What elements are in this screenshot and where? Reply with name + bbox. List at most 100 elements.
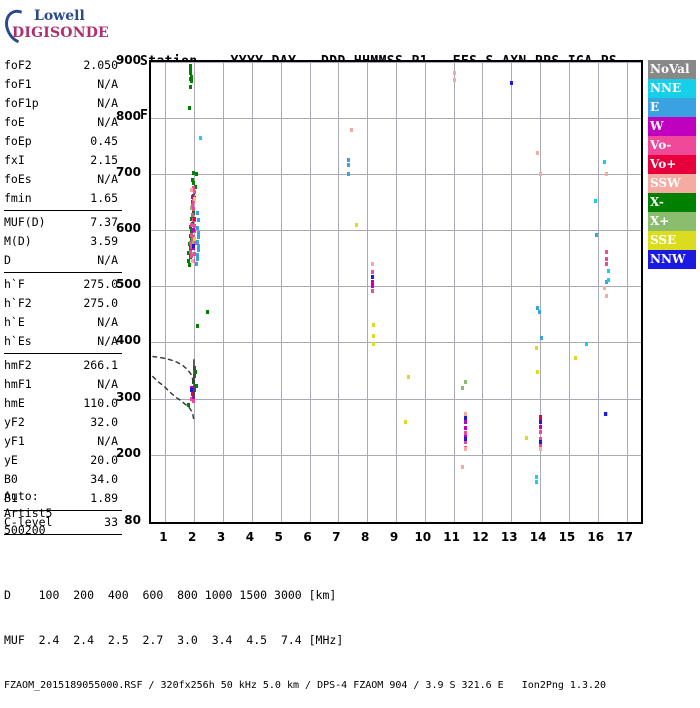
data-point-x- <box>190 79 194 84</box>
legend-item-nnw[interactable]: NNW <box>648 250 696 269</box>
param-key: yE <box>4 453 18 467</box>
data-point-e <box>595 232 599 237</box>
data-point-x- <box>188 106 192 110</box>
param-value: N/A <box>97 96 118 110</box>
x-gridline <box>194 62 196 522</box>
lowell-digisonde-logo: Lowell DIGISONDE <box>0 4 118 50</box>
muf-row: MUF 2.4 2.4 2.5 2.7 3.0 3.4 4.5 7.4 [MHz… <box>4 633 344 647</box>
x-tick <box>627 522 628 524</box>
param-row: foF1 N/A <box>4 75 122 94</box>
x-tick <box>338 522 339 524</box>
data-point-x- <box>191 239 195 244</box>
x-tick <box>194 522 195 524</box>
data-point-x- <box>189 85 193 90</box>
x-gridline <box>223 62 225 522</box>
data-point-e <box>347 158 351 163</box>
data-point-nne <box>606 268 610 273</box>
data-point-x- <box>196 323 200 328</box>
legend-item-noval[interactable]: NoVal <box>648 60 696 79</box>
legend-item-w[interactable]: W <box>648 117 696 136</box>
data-point-sse <box>192 236 196 241</box>
param-key: hmF1 <box>4 377 32 391</box>
data-point-sse <box>524 435 528 440</box>
param-key: foEp <box>4 134 32 148</box>
param-key: MUF(D) <box>4 215 46 229</box>
data-point-x- <box>189 225 193 230</box>
param-row: h`Es N/A <box>4 332 122 351</box>
y-axis-label: 600 <box>115 221 141 236</box>
x-tick <box>165 522 166 524</box>
data-point-nnw <box>603 412 607 417</box>
legend-item-ssw[interactable]: SSW <box>648 174 696 193</box>
data-point-ssw <box>464 412 468 417</box>
legend-item-vo-[interactable]: Vo+ <box>648 155 696 174</box>
x-axis-label: 3 <box>216 530 226 544</box>
y-axis-label: 80 <box>124 513 141 527</box>
data-point-vo- <box>605 261 609 266</box>
data-point-e <box>196 218 200 223</box>
param-value: 20.0 <box>90 453 118 467</box>
y-axis-label: 300 <box>115 389 141 404</box>
ionogram-plot[interactable] <box>149 60 643 524</box>
param-value: N/A <box>97 334 118 348</box>
y-gridline <box>151 342 641 344</box>
param-key: fmin <box>4 191 32 205</box>
param-separator <box>4 210 122 211</box>
param-value: 33 <box>104 515 118 529</box>
data-point-nne <box>585 341 589 346</box>
legend-item-x-[interactable]: X- <box>648 193 696 212</box>
param-key: h`F2 <box>4 296 32 310</box>
x-gridline <box>280 62 282 522</box>
param-row: hmE 110.0 <box>4 394 122 413</box>
x-axis-label: 13 <box>500 530 518 544</box>
param-value: N/A <box>97 115 118 129</box>
data-point-sse <box>371 333 375 338</box>
y-tick <box>149 522 151 523</box>
x-axis-label: 17 <box>616 530 633 544</box>
data-point-ssw <box>461 465 465 470</box>
x-axis-label: 16 <box>587 530 605 544</box>
data-point-nnw <box>190 388 194 393</box>
param-row: foF2 2.050 <box>4 56 122 75</box>
param-value: 2.15 <box>90 153 118 167</box>
data-point-sse <box>371 322 375 327</box>
param-key: foF1p <box>4 96 39 110</box>
legend-item-nne[interactable]: NNE <box>648 79 696 98</box>
data-point-w <box>191 246 195 251</box>
x-gridline <box>396 62 397 522</box>
y-gridline <box>151 230 641 232</box>
legend-item-x-[interactable]: X+ <box>648 212 696 231</box>
y-axis-label: 900 <box>115 53 141 67</box>
param-key: foF2 <box>4 58 32 72</box>
x-tick <box>425 522 426 524</box>
data-point-x- <box>461 386 465 391</box>
data-point-vo- <box>370 288 374 293</box>
y-gridline <box>151 174 641 176</box>
legend-item-e[interactable]: E <box>648 98 696 117</box>
x-gridline <box>540 62 542 522</box>
logo-lowell-text: Lowell <box>34 8 85 24</box>
param-row: h`E N/A <box>4 313 122 332</box>
param-key: foEs <box>4 172 32 186</box>
data-point-e <box>197 244 201 248</box>
y-gridline <box>151 62 641 63</box>
data-point-x- <box>189 217 193 222</box>
data-point-ssw <box>536 150 540 155</box>
param-key: D <box>4 253 11 267</box>
x-tick <box>482 522 483 524</box>
param-row: C-level 33 <box>4 513 122 532</box>
data-point-nnw <box>464 416 468 421</box>
x-gridline <box>511 62 513 522</box>
distance-row: D 100 200 400 600 800 1000 1500 3000 [km… <box>4 588 337 602</box>
x-tick <box>223 522 224 524</box>
param-key: h`F <box>4 277 25 291</box>
legend-item-sse[interactable]: SSE <box>648 231 696 250</box>
data-point-e <box>347 163 351 168</box>
x-tick <box>540 522 541 524</box>
legend-item-vo-[interactable]: Vo- <box>648 136 696 155</box>
param-key: B1 <box>4 491 18 505</box>
data-point-w <box>464 434 468 439</box>
param-row: hmF1 N/A <box>4 375 122 394</box>
data-point-x- <box>186 259 190 264</box>
param-row: yE 20.0 <box>4 451 122 470</box>
